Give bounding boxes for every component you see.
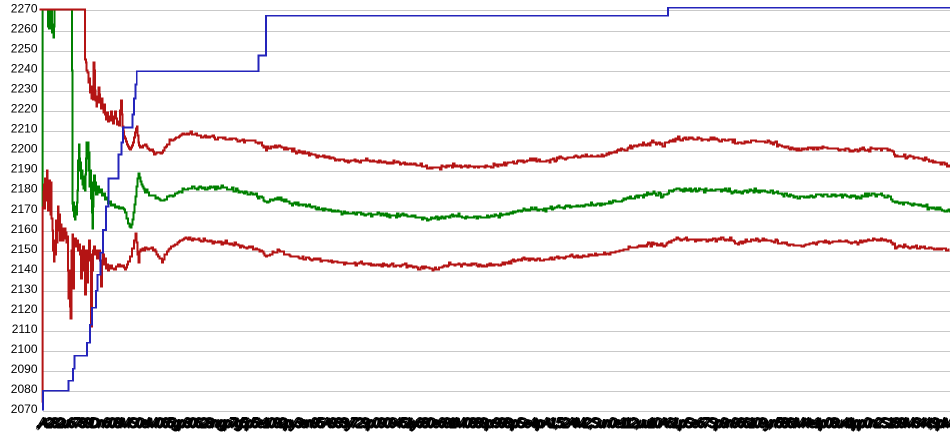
svg-text:2260: 2260: [11, 22, 38, 36]
svg-text:2220: 2220: [11, 102, 38, 116]
svg-text:,A282u6789Dn608MS0eM065gp30628: ,A282u6789Dn608MS0eM065gp30628n:gp7g5p5e…: [39, 416, 950, 431]
svg-text:2240: 2240: [11, 62, 38, 76]
svg-text:2170: 2170: [11, 202, 38, 216]
svg-text:2180: 2180: [11, 182, 38, 196]
svg-text:2230: 2230: [11, 82, 38, 96]
svg-text:2190: 2190: [11, 162, 38, 176]
svg-text:2270: 2270: [11, 2, 38, 16]
svg-text:2080: 2080: [11, 382, 38, 396]
svg-text:2130: 2130: [11, 282, 38, 296]
svg-text:2100: 2100: [11, 342, 38, 356]
svg-text:2200: 2200: [11, 142, 38, 156]
svg-text:2150: 2150: [11, 242, 38, 256]
svg-text:2090: 2090: [11, 362, 38, 376]
svg-text:2110: 2110: [12, 322, 38, 336]
svg-text:2250: 2250: [11, 42, 38, 56]
svg-text:2140: 2140: [11, 262, 38, 276]
svg-text:2070: 2070: [11, 402, 38, 416]
svg-text:2160: 2160: [11, 222, 38, 236]
svg-text:2210: 2210: [11, 122, 38, 136]
svg-text:2120: 2120: [11, 302, 38, 316]
